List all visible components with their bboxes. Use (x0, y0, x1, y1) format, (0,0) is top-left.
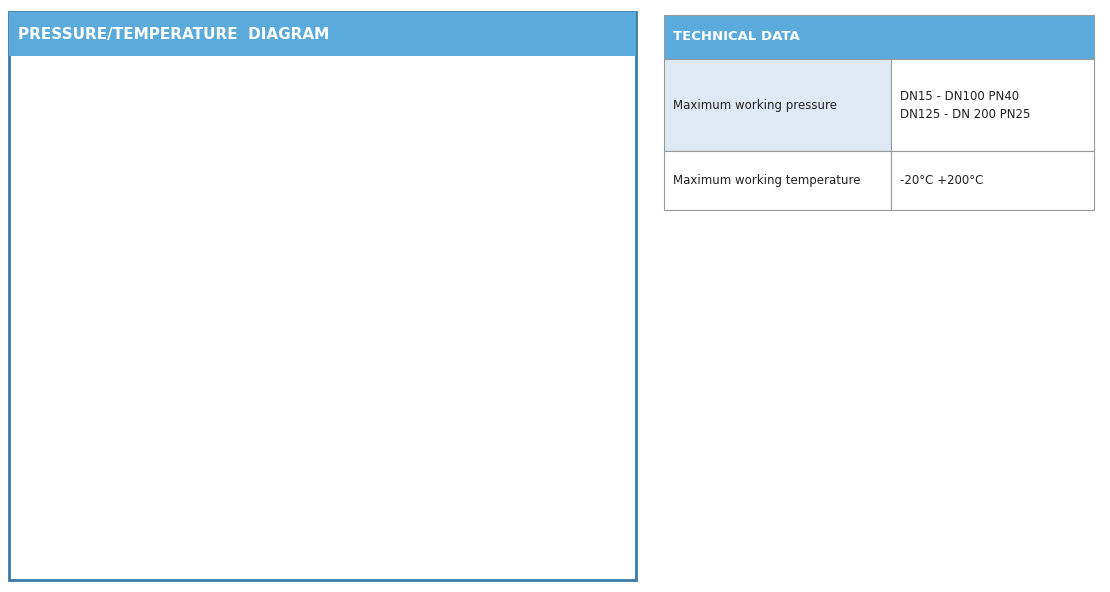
Text: PRESSURE/TEMPERATURE  DIAGRAM: PRESSURE/TEMPERATURE DIAGRAM (18, 27, 329, 41)
Text: DN15 - DN100 PN40
DN125 - DN 200 PN25: DN15 - DN100 PN40 DN125 - DN 200 PN25 (900, 89, 1030, 121)
X-axis label: TEMPERATURE (DEG C): TEMPERATURE (DEG C) (270, 539, 397, 549)
Text: Maximum working temperature: Maximum working temperature (673, 174, 860, 187)
Text: Maximum working pressure: Maximum working pressure (673, 99, 837, 111)
X-axis label: TEMPERATURE (DEG F): TEMPERATURE (DEG F) (270, 60, 397, 70)
Text: TECHNICAL DATA: TECHNICAL DATA (673, 31, 799, 43)
Y-axis label: PRESSURE RATING (psi): PRESSURE RATING (psi) (613, 238, 623, 369)
Text: -20°C +200°C: -20°C +200°C (900, 174, 983, 187)
Y-axis label: PRESSURE RATING (bar): PRESSURE RATING (bar) (52, 236, 62, 371)
